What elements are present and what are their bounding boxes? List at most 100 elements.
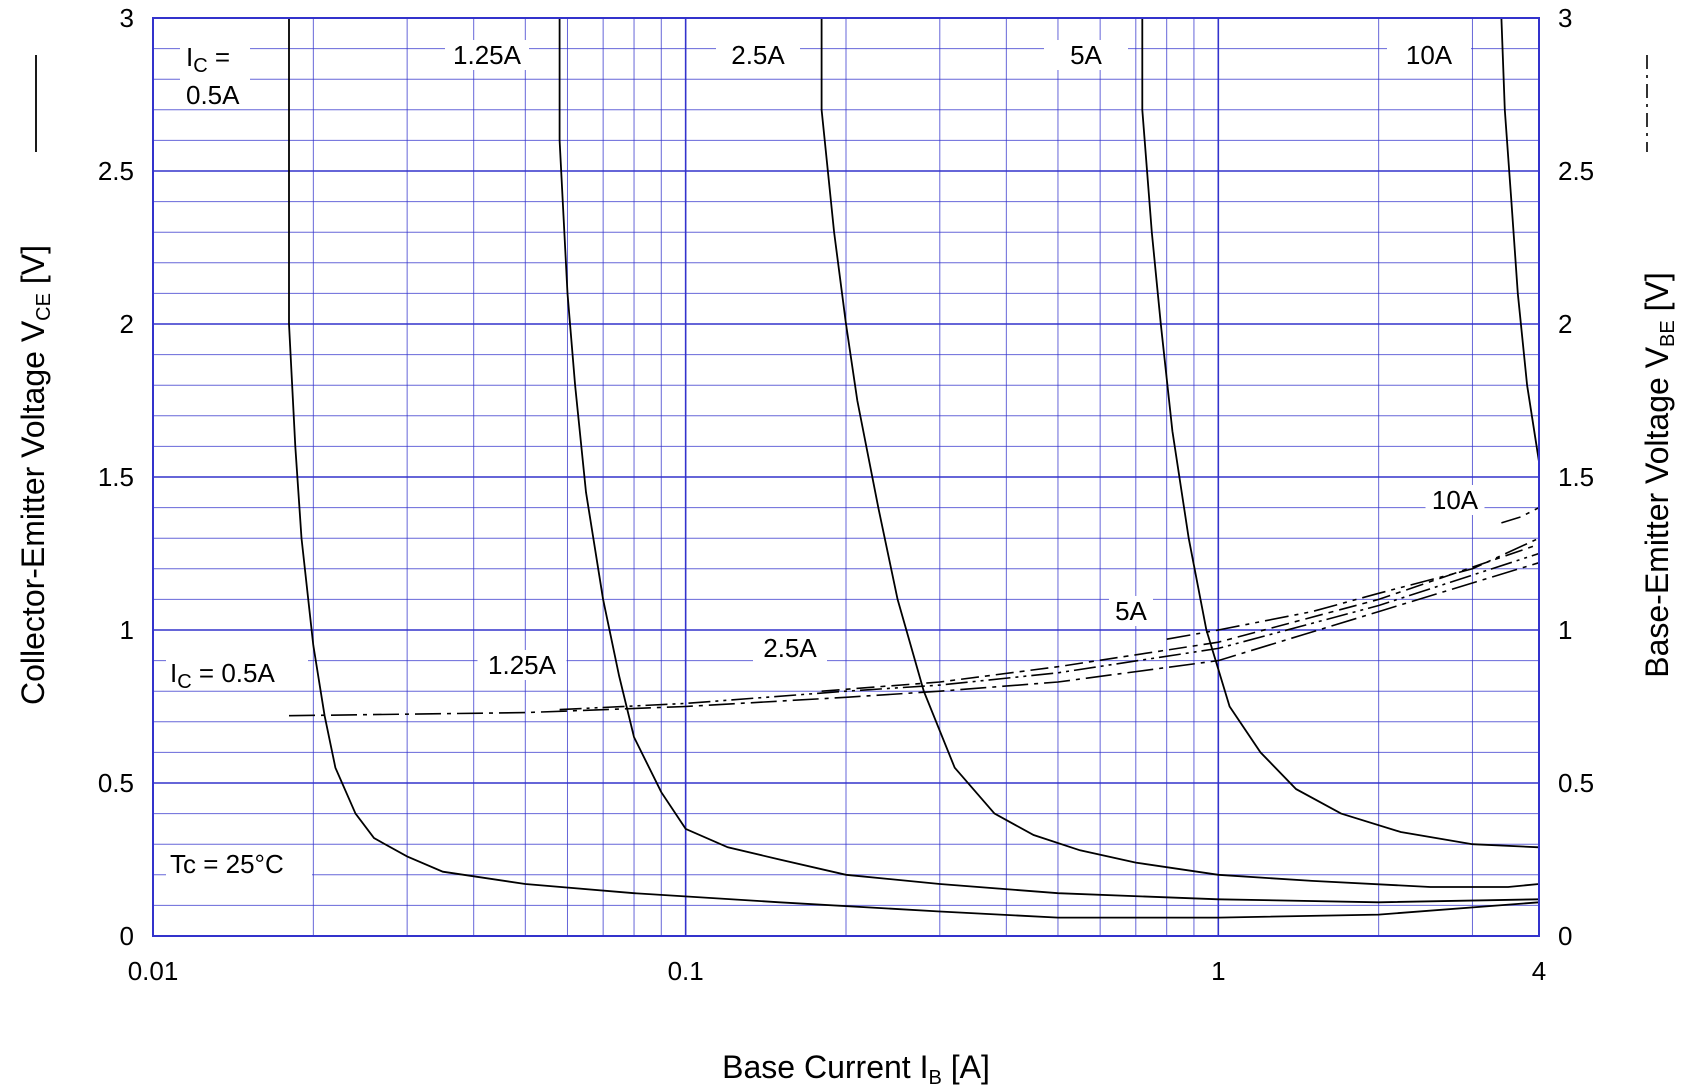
vce-curve xyxy=(1141,18,1540,849)
vce-curve xyxy=(820,18,1540,888)
vbe-curve-label: 1.25A xyxy=(488,650,557,680)
y2-tick-label: 3 xyxy=(1558,3,1572,33)
vbe-curve xyxy=(1501,506,1540,524)
y-tick-label-part: 3 xyxy=(120,3,134,33)
x-tick-label-part: 0.01 xyxy=(128,956,179,986)
vce-curve xyxy=(1500,17,1540,462)
y-tick-label: 2 xyxy=(120,309,134,339)
vbe-label-bg xyxy=(753,633,827,663)
vbe-curve-label-part: 1.25A xyxy=(488,650,557,680)
y2-tick-label: 2.5 xyxy=(1558,156,1594,186)
y-tick-label-part: 0 xyxy=(120,921,134,951)
vce-curve xyxy=(558,18,1540,904)
axis-labels: Base Current IB [A] Collector-Emitter Vol… xyxy=(15,245,1679,1087)
vbe-curve-label: 10A xyxy=(1432,485,1479,515)
y2-tick-label: 1 xyxy=(1558,615,1572,645)
y-axis-label-part: CE xyxy=(33,293,55,321)
vce-curve-label: 5A xyxy=(1070,40,1102,70)
y-tick-label-part: 2.5 xyxy=(98,156,134,186)
x-tick-label-part: 0.1 xyxy=(668,956,704,986)
vbe-curve-label-part: C xyxy=(177,671,191,693)
vbe-curve-label-part: 5A xyxy=(1115,596,1147,626)
line-legend xyxy=(35,55,1648,152)
y2-tick-label-part: 2.5 xyxy=(1558,156,1594,186)
vce-curve-label-part: 5A xyxy=(1070,40,1102,70)
vbe-curve-label: 5A xyxy=(1115,596,1147,626)
y-tick-label: 2.5 xyxy=(98,156,134,186)
vce-curve-label-part: 1.25A xyxy=(453,40,522,70)
y2-tick-label-part: 1 xyxy=(1558,615,1572,645)
ic-top-label-part: = xyxy=(208,42,230,72)
y2-tick-label-part: 1.5 xyxy=(1558,462,1594,492)
x-axis-label-part: [A] xyxy=(942,1049,990,1085)
vbe-curve-label: 2.5A xyxy=(763,633,817,663)
x-tick-label: 4 xyxy=(1532,956,1546,986)
y2-tick-label: 0 xyxy=(1558,921,1572,951)
vbe-label-bg xyxy=(166,658,308,688)
y2-tick-label: 2 xyxy=(1558,309,1572,339)
y-tick-label-part: 2 xyxy=(120,309,134,339)
y2-tick-label: 1.5 xyxy=(1558,462,1594,492)
ic-label-bg xyxy=(180,40,250,108)
y-tick-label: 1 xyxy=(120,615,134,645)
x-axis-label: Base Current IB [A] xyxy=(722,1049,990,1087)
y2-tick-label-part: 0 xyxy=(1558,921,1572,951)
y-axis-label-part: [V] xyxy=(15,245,51,293)
ic-top-label-value-part: 0.5A xyxy=(186,80,240,110)
x-axis-label-part: Base Current I xyxy=(722,1049,928,1085)
ic-top-label-part: C xyxy=(193,55,207,77)
temp-label: Tc = 25°C xyxy=(170,849,284,879)
vce-curve xyxy=(288,18,1540,919)
vbe-curve xyxy=(1166,537,1540,640)
vbe-label-bg xyxy=(1425,485,1485,515)
vce-curve-label: 10A xyxy=(1406,40,1453,70)
y-axis-label-part: Collector-Emitter Voltage V xyxy=(15,320,51,705)
y2-tick-label-part: 0.5 xyxy=(1558,768,1594,798)
y-tick-label: 1.5 xyxy=(98,462,134,492)
vce-label-bg xyxy=(445,40,529,70)
ic-top-label-part: I xyxy=(186,42,193,72)
grid-lines xyxy=(153,18,1539,936)
temp-label-bg xyxy=(166,849,312,879)
x-tick-label: 0.01 xyxy=(128,956,179,986)
curves xyxy=(288,17,1540,919)
tick-labels: 0 0.5 1 1.5 2 2.5 3 0 0.5 1 1.5 2 2.5 3 0.01 0.1 1 4 xyxy=(98,3,1594,986)
y2-tick-label-part: 3 xyxy=(1558,3,1572,33)
vce-label-bg xyxy=(716,40,800,70)
y-tick-label: 0.5 xyxy=(98,768,134,798)
vbe-curve-label: IC = 0.5A xyxy=(170,658,275,693)
vbe-curve xyxy=(559,552,1540,711)
plot-frame xyxy=(152,17,1540,937)
x-tick-label-part: 1 xyxy=(1211,956,1225,986)
y-tick-label-part: 1 xyxy=(120,615,134,645)
y2-axis-label-part: Base-Emitter Voltage V xyxy=(1639,346,1675,677)
y-tick-label-part: 0.5 xyxy=(98,768,134,798)
vbe-label-bg xyxy=(477,650,567,680)
y-axis-label: Collector-Emitter Voltage VCE [V] xyxy=(15,245,55,705)
ic-top-label: IC = xyxy=(186,42,230,77)
y-tick-label: 0 xyxy=(120,921,134,951)
ic-top-label-value: 0.5A xyxy=(186,80,240,110)
vce-curve-label-part: 2.5A xyxy=(731,40,785,70)
vbe-curve-label-part: 2.5A xyxy=(763,633,817,663)
vce-label-bg xyxy=(1044,40,1128,70)
temp-label-part: Tc = 25°C xyxy=(170,849,284,879)
vce-curve-label: 2.5A xyxy=(731,40,785,70)
y2-tick-label: 0.5 xyxy=(1558,768,1594,798)
x-axis-label-part: B xyxy=(928,1067,941,1087)
vbe-label-bg xyxy=(1109,596,1153,626)
vbe-curve xyxy=(821,543,1540,692)
x-tick-label: 0.1 xyxy=(668,956,704,986)
y-tick-label-part: 1.5 xyxy=(98,462,134,492)
y2-tick-label-part: 2 xyxy=(1558,309,1572,339)
y2-axis-label-part: [V] xyxy=(1639,272,1675,320)
y2-axis-label: Base-Emitter Voltage VBE [V] xyxy=(1639,272,1679,678)
vce-curve-label-part: 10A xyxy=(1406,40,1453,70)
y-tick-label: 3 xyxy=(120,3,134,33)
x-tick-label: 1 xyxy=(1211,956,1225,986)
y2-axis-label-part: BE xyxy=(1657,320,1679,347)
x-tick-label-part: 4 xyxy=(1532,956,1546,986)
vbe-curve-label-part: I xyxy=(170,658,177,688)
